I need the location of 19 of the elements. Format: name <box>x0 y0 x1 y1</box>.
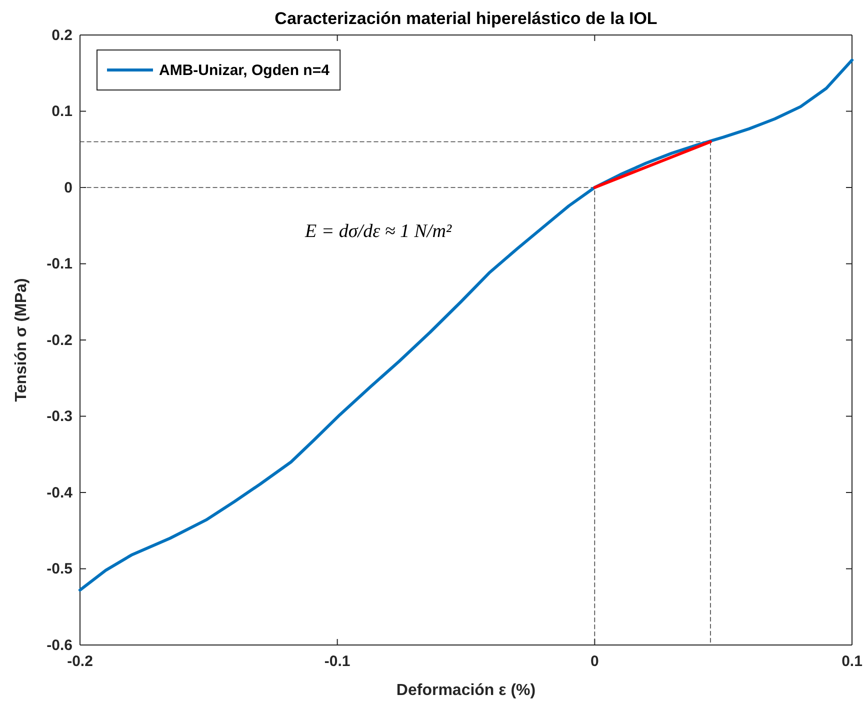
annotation: E = dσ/dε ≈ 1 N/m² <box>304 221 452 242</box>
y-tick-label: -0.6 <box>46 636 72 654</box>
x-axis-title: Deformación ε (%) <box>396 682 536 699</box>
chart-title: Caracterización material hiperelástico de la IOL <box>274 9 658 28</box>
y-tick-label: -0.5 <box>46 560 72 578</box>
y-tick-label: -0.4 <box>46 484 74 502</box>
x-tick-label: 0 <box>590 653 599 670</box>
y-tick-label: -0.2 <box>46 332 72 349</box>
x-tick-label: -0.1 <box>324 653 350 670</box>
x-tick-label: -0.2 <box>67 653 93 670</box>
y-tick-label: 0.2 <box>52 26 72 44</box>
y-tick-label: -0.3 <box>46 408 72 426</box>
y-tick-label: 0 <box>64 179 72 196</box>
y-axis-title: Tensión σ (MPa) <box>13 278 30 402</box>
line-series <box>78 58 854 592</box>
y-tick-label: -0.1 <box>46 256 72 273</box>
y-tick-label: 0.1 <box>52 103 72 120</box>
legend-label: AMB-Unizar, Ogden n=4 <box>159 62 330 79</box>
x-tick-label: 0.1 <box>842 653 862 670</box>
